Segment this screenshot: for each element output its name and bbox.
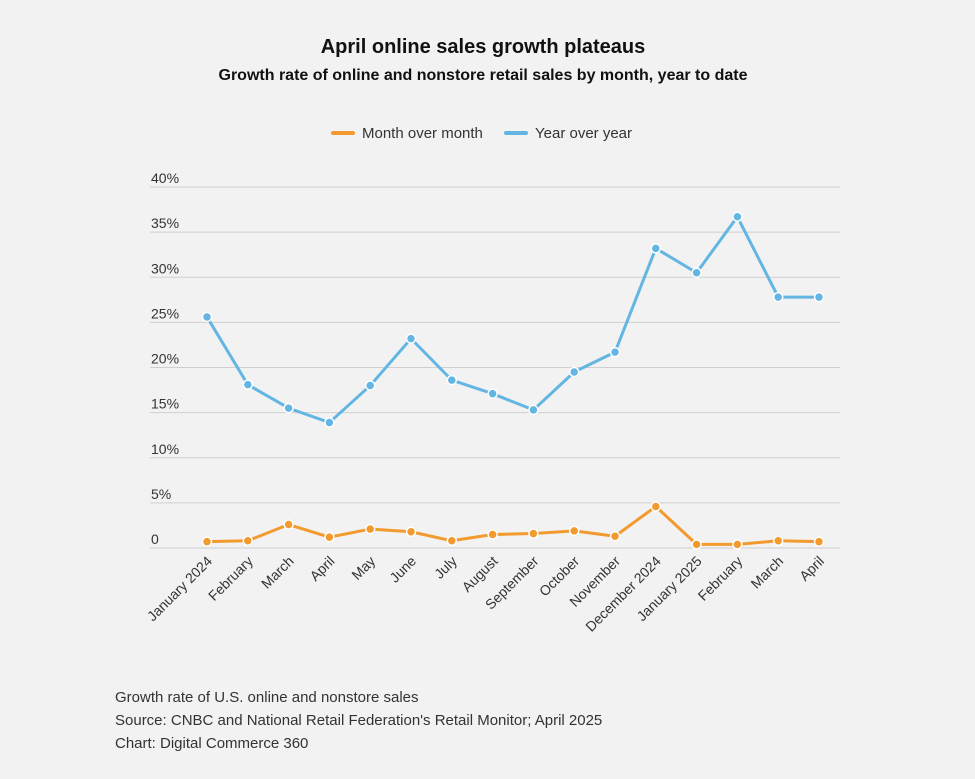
footer-credit: Chart: Digital Commerce 360 [115, 735, 309, 752]
x-tick-label: March [258, 553, 297, 592]
data-point-year-over-year [487, 388, 498, 399]
chart-title: April online sales growth plateaus [321, 36, 646, 58]
y-tick-label: 25% [151, 305, 179, 321]
chart-subtitle: Growth rate of online and nonstore retai… [219, 67, 748, 84]
data-point-month-over-month [528, 528, 539, 539]
data-point-month-over-month [568, 525, 580, 537]
data-point-year-over-year [242, 379, 254, 390]
legend: Month over month Year over year [331, 125, 632, 142]
data-point-month-over-month [364, 523, 376, 535]
data-point-year-over-year [813, 291, 825, 303]
data-point-year-over-year [568, 366, 580, 378]
chart-footer: Growth rate of U.S. online and nonstore … [115, 686, 602, 755]
data-point-year-over-year [609, 346, 621, 358]
x-tick-label: January 2024 [144, 553, 215, 624]
y-tick-label: 30% [151, 260, 179, 276]
data-point-month-over-month [772, 535, 784, 547]
data-point-month-over-month [242, 535, 254, 547]
y-tick-label: 15% [151, 396, 179, 412]
data-point-month-over-month [201, 536, 213, 547]
legend-label: Year over year [535, 125, 632, 142]
data-point-month-over-month [691, 539, 702, 550]
x-tick-label: March [747, 553, 786, 592]
data-point-year-over-year [324, 417, 335, 428]
data-point-year-over-year [650, 243, 662, 254]
data-point-month-over-month [324, 531, 335, 543]
y-tick-label: 0 [151, 531, 159, 547]
data-point-year-over-year [528, 404, 539, 416]
data-point-year-over-year [691, 267, 702, 278]
data-point-year-over-year [405, 333, 417, 344]
x-tick-label: April [306, 553, 337, 584]
data-point-month-over-month [487, 529, 498, 540]
x-tick-label: May [348, 553, 378, 583]
data-point-year-over-year [446, 374, 458, 386]
data-point-month-over-month [609, 531, 621, 542]
data-point-month-over-month [446, 535, 458, 547]
x-tick-label: February [205, 553, 256, 604]
series-layer [201, 211, 825, 550]
x-tick-label: June [386, 553, 419, 586]
y-tick-label: 5% [151, 486, 171, 502]
data-point-year-over-year [732, 211, 743, 223]
y-tick-label: 35% [151, 215, 179, 231]
footer-source: Source: CNBC and National Retail Federat… [115, 712, 603, 729]
x-tick-label: April [796, 553, 827, 584]
footer-description: Growth rate of U.S. online and nonstore … [115, 689, 419, 706]
y-tick-label: 10% [151, 441, 179, 457]
data-point-month-over-month [405, 526, 417, 538]
data-point-year-over-year [364, 380, 376, 391]
y-tick-label: 40% [151, 170, 179, 186]
data-point-year-over-year [283, 402, 294, 414]
grid-layer [150, 186, 840, 549]
data-point-month-over-month [650, 501, 662, 512]
data-point-month-over-month [283, 519, 294, 530]
x-tick-label: February [695, 553, 746, 604]
data-point-year-over-year [201, 311, 213, 323]
series-line-year-over-year [205, 215, 821, 425]
data-point-year-over-year [772, 291, 784, 303]
y-tick-label: 20% [151, 351, 179, 367]
data-point-month-over-month [813, 536, 825, 547]
x-tick-label: July [431, 553, 460, 582]
legend-label: Month over month [362, 125, 483, 142]
series-line-month-over-month [205, 504, 821, 546]
y-axis-ticks: 0 5% 10% 15% 20% 25% 30% 35% 40% [151, 170, 179, 547]
data-point-month-over-month [732, 539, 743, 550]
